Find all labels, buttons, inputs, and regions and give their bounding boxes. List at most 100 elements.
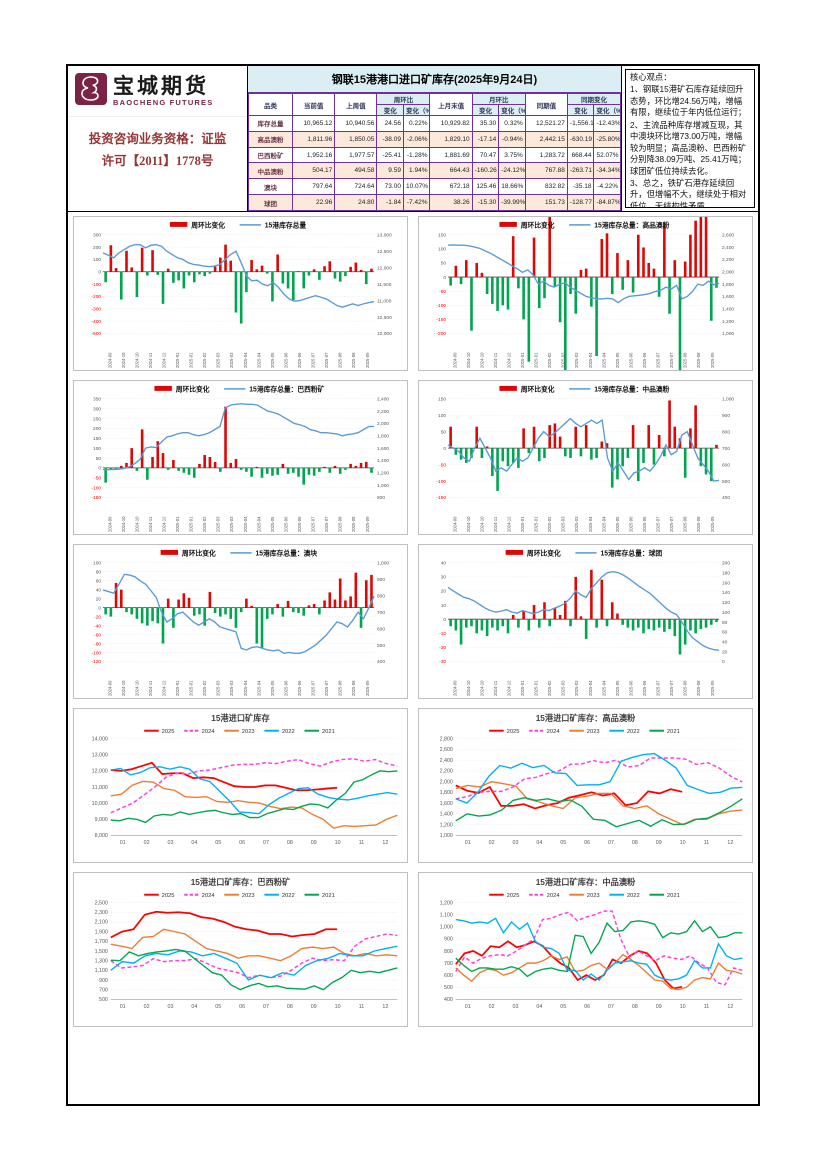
- col-header: 变化: [376, 104, 404, 116]
- svg-text:11,500: 11,500: [377, 282, 392, 288]
- svg-text:09: 09: [311, 1004, 317, 1010]
- svg-text:400: 400: [722, 495, 730, 501]
- cell-value: 10.07%: [402, 178, 431, 196]
- svg-text:2024-11: 2024-11: [493, 680, 498, 696]
- svg-text:04: 04: [191, 1004, 197, 1010]
- svg-text:2025-03: 2025-03: [229, 352, 234, 368]
- svg-text:2025-01: 2025-01: [189, 352, 194, 368]
- svg-text:0: 0: [443, 617, 446, 623]
- svg-text:2025-01: 2025-01: [175, 680, 180, 696]
- chart-seasonal-brazil-fines: 15港进口矿库存：巴西粉矿 500 700 900 1,100 1,300 1,500 1,7…: [73, 872, 408, 1027]
- svg-text:11: 11: [704, 840, 710, 846]
- col-header: 变化: [566, 104, 595, 116]
- svg-text:2025-05: 2025-05: [270, 680, 275, 696]
- svg-text:2025-02: 2025-02: [202, 516, 207, 532]
- svg-text:2025-05: 2025-05: [615, 352, 620, 368]
- svg-text:150: 150: [93, 436, 101, 442]
- svg-text:2025-02: 2025-02: [547, 680, 552, 696]
- svg-text:200: 200: [93, 426, 101, 432]
- svg-text:2024-10: 2024-10: [134, 352, 139, 368]
- svg-text:-100: -100: [436, 479, 446, 485]
- svg-text:2025-07: 2025-07: [311, 516, 316, 532]
- svg-text:400: 400: [377, 659, 385, 665]
- svg-text:05: 05: [560, 840, 566, 846]
- svg-text:2025-01: 2025-01: [189, 680, 194, 696]
- combo-chart-svg: -200 -150 -100 -50 0 50 100 150 1,000 1,200 1,400 1…: [436, 217, 734, 370]
- svg-text:2025-02: 2025-02: [547, 516, 552, 532]
- svg-text:-30: -30: [439, 659, 446, 665]
- svg-text:周环比变化: 周环比变化: [521, 384, 555, 393]
- svg-text:2025-07: 2025-07: [656, 516, 661, 532]
- inventory-table: 品类当前值上周值周环比上月末值月环比同期值同期变化变化变化（%）变化变化（%）变…: [247, 93, 622, 211]
- svg-text:2022: 2022: [282, 729, 295, 735]
- svg-text:2025: 2025: [162, 729, 176, 735]
- svg-text:50: 50: [441, 429, 447, 435]
- svg-text:06: 06: [239, 840, 245, 846]
- svg-text:2024-09: 2024-09: [452, 352, 457, 368]
- svg-text:2025-03: 2025-03: [229, 680, 234, 696]
- row-category: 库存总量: [247, 115, 294, 132]
- svg-text:2025-08: 2025-08: [351, 680, 356, 696]
- svg-text:2024: 2024: [202, 893, 216, 899]
- svg-text:2025-03: 2025-03: [561, 352, 566, 368]
- svg-text:2025-05: 2025-05: [270, 352, 275, 368]
- svg-text:07: 07: [263, 840, 269, 846]
- svg-text:2025-04: 2025-04: [243, 680, 248, 696]
- svg-text:2025-06: 2025-06: [297, 352, 302, 368]
- svg-text:2024: 2024: [202, 729, 216, 735]
- svg-text:13,000: 13,000: [92, 752, 108, 758]
- svg-text:05: 05: [215, 840, 221, 846]
- svg-text:2025-02: 2025-02: [547, 352, 552, 368]
- cell-value: -160.26: [471, 162, 500, 180]
- svg-text:2025-03: 2025-03: [229, 516, 234, 532]
- svg-text:700: 700: [722, 446, 730, 452]
- svg-text:2024-10: 2024-10: [134, 516, 139, 532]
- svg-text:2025-02: 2025-02: [202, 352, 207, 368]
- svg-text:140: 140: [722, 590, 730, 596]
- svg-text:2024-11: 2024-11: [493, 352, 498, 368]
- svg-text:0: 0: [98, 270, 101, 276]
- cell-value: 832.82: [524, 178, 568, 196]
- cell-value: -25.80%: [593, 130, 621, 148]
- cell-value: 1,850.05: [334, 130, 378, 148]
- svg-text:2025-08: 2025-08: [351, 352, 356, 368]
- svg-text:150: 150: [438, 233, 446, 239]
- svg-text:2021: 2021: [322, 893, 335, 899]
- svg-text:2022: 2022: [282, 893, 295, 899]
- col-header: 上月末值: [429, 93, 473, 116]
- svg-text:2025-09: 2025-09: [365, 352, 370, 368]
- svg-text:2025-06: 2025-06: [297, 516, 302, 532]
- cell-value: -1.28%: [402, 146, 431, 164]
- svg-text:2025-07: 2025-07: [311, 352, 316, 368]
- svg-text:60: 60: [96, 578, 102, 584]
- svg-text:01: 01: [465, 1004, 471, 1010]
- svg-text:2,200: 2,200: [440, 769, 453, 775]
- svg-text:-100: -100: [436, 303, 446, 309]
- svg-text:2024-09: 2024-09: [452, 516, 457, 532]
- svg-text:2025-07: 2025-07: [324, 516, 329, 532]
- svg-text:2024-10: 2024-10: [479, 680, 484, 696]
- cell-value: 1,283.72: [524, 146, 568, 164]
- report-header: 宝城期货 BAOCHENG FUTURES 投资咨询业务资格：证监许可【2011…: [68, 66, 758, 212]
- svg-text:2024-10: 2024-10: [134, 680, 139, 696]
- cell-value: -1.84: [376, 194, 404, 211]
- svg-text:2024-12: 2024-12: [507, 352, 512, 368]
- svg-text:10: 10: [335, 1004, 341, 1010]
- cell-value: 3.75%: [498, 146, 526, 164]
- svg-text:15港库存总量: 15港库存总量: [265, 220, 306, 229]
- svg-text:2025-08: 2025-08: [338, 516, 343, 532]
- svg-text:04: 04: [536, 840, 542, 846]
- svg-text:2025-04: 2025-04: [601, 680, 606, 696]
- svg-text:2024: 2024: [547, 729, 561, 735]
- svg-text:2024-10: 2024-10: [121, 680, 126, 696]
- svg-text:05: 05: [215, 1004, 221, 1010]
- svg-text:250: 250: [93, 416, 101, 422]
- svg-text:-200: -200: [91, 294, 101, 300]
- svg-text:10: 10: [680, 1004, 686, 1010]
- svg-text:2025-08: 2025-08: [696, 352, 701, 368]
- svg-text:-60: -60: [94, 632, 101, 638]
- svg-text:2,400: 2,400: [722, 245, 734, 251]
- svg-text:1,900: 1,900: [95, 929, 108, 935]
- svg-text:40: 40: [441, 561, 447, 567]
- svg-text:15港库存总量：澳块: 15港库存总量：澳块: [256, 548, 318, 557]
